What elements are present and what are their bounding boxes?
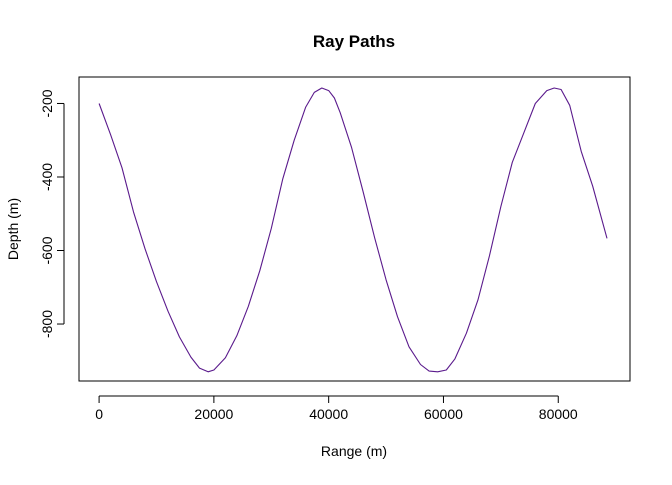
y-axis-label: Depth (m)	[5, 198, 21, 260]
y-tick-label: -800	[39, 310, 55, 338]
x-tick-label: 20000	[194, 406, 233, 422]
x-axis-label: Range (m)	[321, 443, 387, 459]
ray-path-line	[98, 87, 608, 373]
y-axis: -200 -400 -600 -800	[39, 89, 65, 338]
plot-area	[98, 87, 608, 373]
x-tick-label: 0	[95, 406, 103, 422]
y-tick-label: -400	[39, 163, 55, 191]
x-axis: 0 20000 40000 60000 80000	[95, 395, 578, 422]
x-tick-label: 60000	[424, 406, 463, 422]
x-tick-label: 40000	[309, 406, 348, 422]
plot-frame	[78, 76, 631, 382]
y-tick-label: -600	[39, 236, 55, 264]
y-tick-label: -200	[39, 89, 55, 117]
x-tick-label: 80000	[539, 406, 578, 422]
chart-title: Ray Paths	[313, 32, 395, 51]
